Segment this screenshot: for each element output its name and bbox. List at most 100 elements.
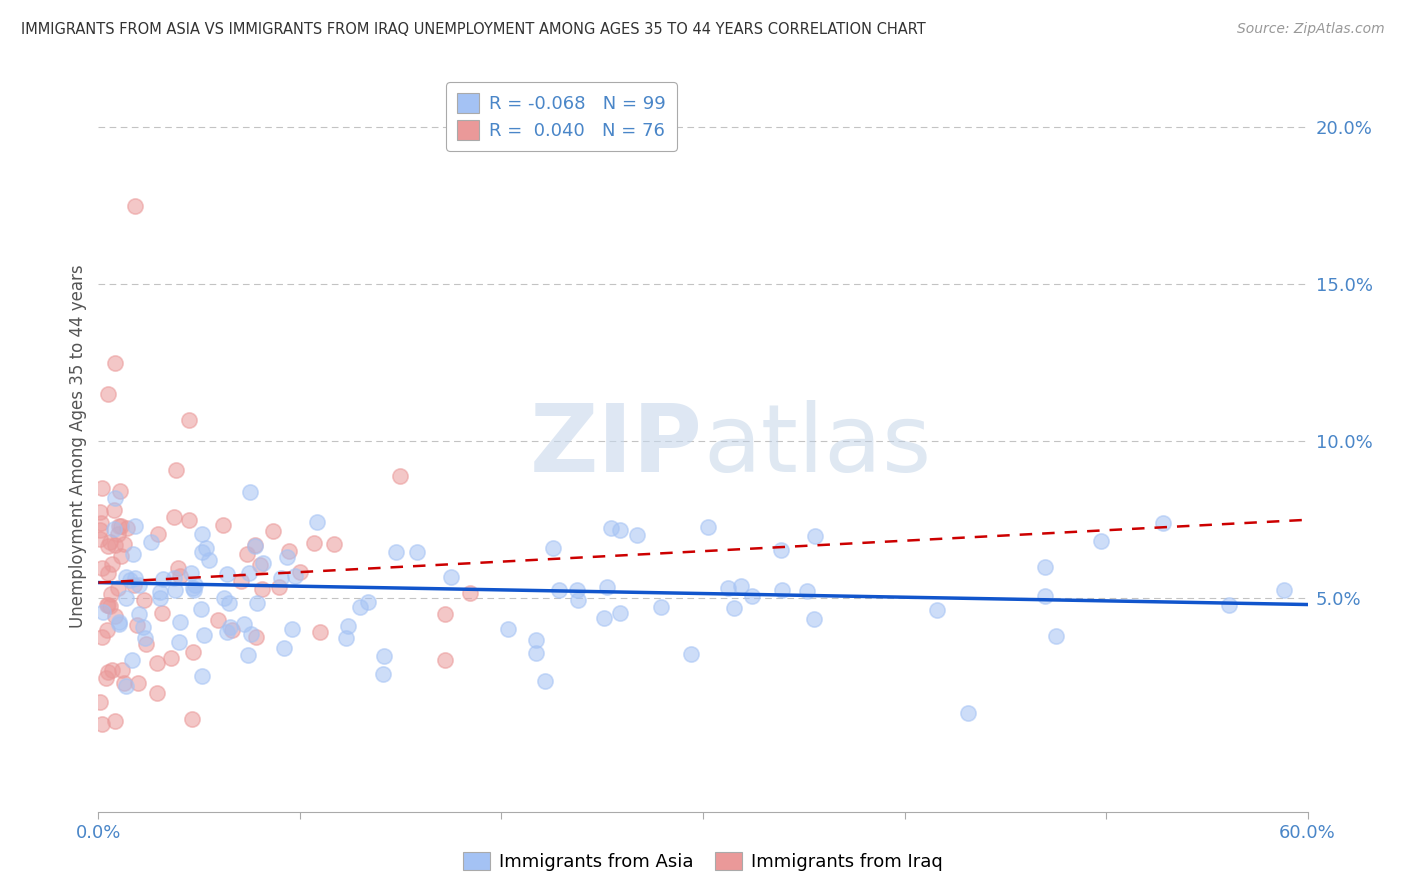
Point [124, 199, 146, 213]
Point [679, 647, 702, 661]
Point [104, 491, 127, 505]
Point [198, 553, 221, 567]
Point [723, 601, 745, 615]
Point [284, 569, 307, 583]
Point [221, 623, 243, 637]
Point [104, 608, 127, 623]
Point [349, 599, 371, 614]
Point [122, 578, 145, 592]
Point [94, 671, 117, 685]
Point [231, 574, 253, 589]
Point [167, 635, 190, 649]
Point [567, 593, 589, 607]
Point [252, 557, 274, 571]
Point [108, 617, 131, 632]
Point [697, 520, 720, 534]
Point [132, 593, 155, 607]
Point [309, 624, 332, 639]
Point [89, 695, 111, 709]
Point [181, 581, 204, 595]
Point [97, 598, 120, 612]
Point [141, 535, 163, 549]
Point [371, 667, 394, 681]
Point [145, 686, 167, 700]
Point [114, 679, 136, 693]
Point [181, 645, 204, 659]
Point [730, 579, 752, 593]
Point [160, 651, 183, 665]
Point [167, 561, 190, 575]
Point [183, 577, 205, 591]
Point [600, 521, 623, 535]
Point [357, 595, 380, 609]
Point [121, 653, 143, 667]
Point [96, 598, 118, 612]
Point [335, 632, 357, 646]
Point [134, 632, 156, 646]
Point [107, 581, 129, 595]
Point [373, 648, 395, 663]
Point [305, 515, 328, 529]
Point [1033, 589, 1056, 603]
Text: IMMIGRANTS FROM ASIA VS IMMIGRANTS FROM IRAQ UNEMPLOYMENT AMONG AGES 35 TO 44 YE: IMMIGRANTS FROM ASIA VS IMMIGRANTS FROM … [21, 22, 925, 37]
Point [127, 676, 149, 690]
Y-axis label: Unemployment Among Ages 35 to 44 years: Unemployment Among Ages 35 to 44 years [69, 264, 87, 628]
Point [650, 600, 672, 615]
Point [1218, 599, 1240, 613]
Point [100, 587, 122, 601]
Point [101, 663, 124, 677]
Point [96, 623, 118, 637]
Point [145, 656, 167, 670]
Point [195, 541, 218, 556]
Point [243, 538, 266, 552]
Point [770, 543, 793, 558]
Point [124, 571, 146, 585]
Text: Source: ZipAtlas.com: Source: ZipAtlas.com [1237, 22, 1385, 37]
Point [107, 527, 129, 541]
Point [115, 521, 138, 535]
Point [250, 582, 273, 596]
Point [97, 665, 120, 679]
Point [1033, 560, 1056, 574]
Point [288, 565, 311, 579]
Point [212, 591, 235, 606]
Point [101, 558, 124, 572]
Point [108, 519, 131, 533]
Point [337, 619, 360, 633]
Point [280, 622, 302, 636]
Point [1090, 533, 1112, 548]
Point [626, 527, 648, 541]
Point [277, 543, 299, 558]
Point [717, 581, 740, 595]
Point [524, 632, 547, 647]
Point [180, 566, 202, 581]
Point [270, 571, 292, 585]
Point [245, 539, 267, 553]
Point [150, 606, 173, 620]
Point [169, 615, 191, 629]
Point [148, 591, 170, 606]
Point [1272, 583, 1295, 598]
Point [524, 647, 547, 661]
Point [796, 584, 818, 599]
Point [565, 583, 588, 598]
Point [302, 535, 325, 549]
Point [89, 523, 111, 537]
Point [93, 606, 115, 620]
Point [218, 596, 240, 610]
Point [124, 519, 146, 533]
Point [190, 526, 212, 541]
Point [388, 469, 411, 483]
Point [135, 637, 157, 651]
Point [90, 481, 112, 495]
Point [218, 620, 240, 634]
Point [240, 627, 263, 641]
Point [592, 611, 614, 625]
Point [596, 580, 619, 594]
Point [148, 527, 170, 541]
Point [177, 513, 200, 527]
Point [440, 570, 463, 584]
Point [183, 582, 205, 597]
Point [111, 663, 134, 677]
Point [90, 516, 112, 531]
